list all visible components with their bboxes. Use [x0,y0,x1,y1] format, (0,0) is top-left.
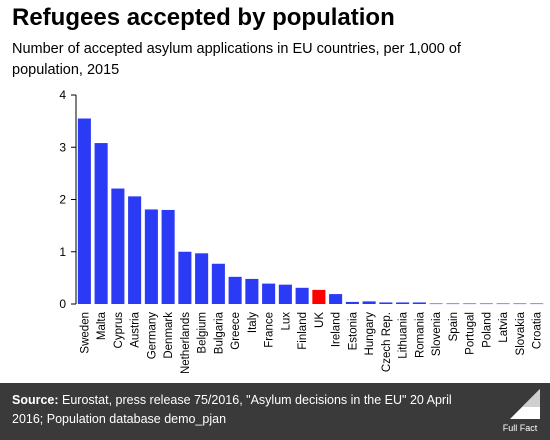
y-tick-label: 0 [59,297,66,311]
x-tick-label: Denmark [163,312,175,359]
bar [195,253,209,304]
x-tick-label: Belgium [197,312,209,354]
source-label: Source: [12,393,59,407]
bar [329,294,343,304]
bar [228,276,242,304]
bar [446,303,460,305]
footer: Source: Eurostat, press release 75/2016,… [0,383,550,440]
full-fact-logo[interactable]: Full Fact [500,389,540,434]
bar [429,303,443,305]
logo-text: Full Fact [503,423,538,433]
x-tick-label: Spain [448,312,460,341]
bar [513,303,527,305]
bar [245,278,259,304]
x-tick-label: Slovakia [515,311,527,355]
bar [178,251,192,304]
x-tick-label: Malta [96,311,108,340]
x-tick-label: Ireland [331,312,343,347]
bar [144,209,158,304]
source-note: Source: Eurostat, press release 75/2016,… [12,391,482,429]
y-tick-label: 1 [59,245,66,259]
bar [362,301,376,304]
x-tick-label: Finland [297,312,309,350]
x-tick-label: Netherlands [180,312,192,374]
bar [379,302,393,304]
chart-title: Refugees accepted by population [12,4,395,31]
bar [463,303,477,305]
x-tick-label: Croatia [532,311,544,349]
y-tick-label: 4 [59,88,66,102]
y-tick-label: 3 [59,140,66,154]
x-tick-label: Latvia [498,311,510,342]
x-tick-label: Austria [130,311,142,347]
chart-subtitle: Number of accepted asylum applications i… [12,41,461,78]
bar [479,303,493,305]
bar [211,263,225,304]
x-tick-label: Italy [247,312,259,333]
x-tick-label: Romania [414,311,426,358]
logo-mark-shadow-icon [522,389,540,407]
x-tick-label: Czech Rep. [381,312,393,372]
x-tick-label: Poland [481,312,493,348]
x-tick-label: Slovenia [431,311,443,356]
y-tick-label: 2 [59,193,66,207]
bar [94,143,108,304]
bar [77,118,91,304]
bar [345,301,359,304]
x-tick-label: Estonia [347,311,359,350]
x-tick-label: UK [314,312,326,328]
x-tick-label: Greece [230,312,242,350]
x-tick-label: Portugal [465,312,477,355]
bar [312,289,326,304]
x-tick-label: Cyprus [113,312,125,349]
x-tick-label: Lux [280,312,292,331]
bar [161,209,175,304]
bar [412,302,426,304]
x-tick-label: Lithuania [398,311,410,358]
bar [530,303,544,305]
x-tick-label: Hungary [364,312,376,356]
bar [262,283,276,304]
bar [295,287,309,304]
x-tick-label: Germany [146,312,158,360]
bar [396,302,410,304]
bar [278,284,292,304]
bar [496,303,510,305]
source-text: Eurostat, press release 75/2016, "Asylum… [12,393,452,426]
bar [128,196,142,304]
x-tick-label: France [264,312,276,348]
x-tick-label: Bulgaria [213,311,225,354]
bar [111,188,125,304]
x-tick-label: Sweden [79,312,91,354]
bar-chart: 0 1 2 3 4 Sweden Malta Cyprus Austria Germany Denm… [59,88,544,374]
